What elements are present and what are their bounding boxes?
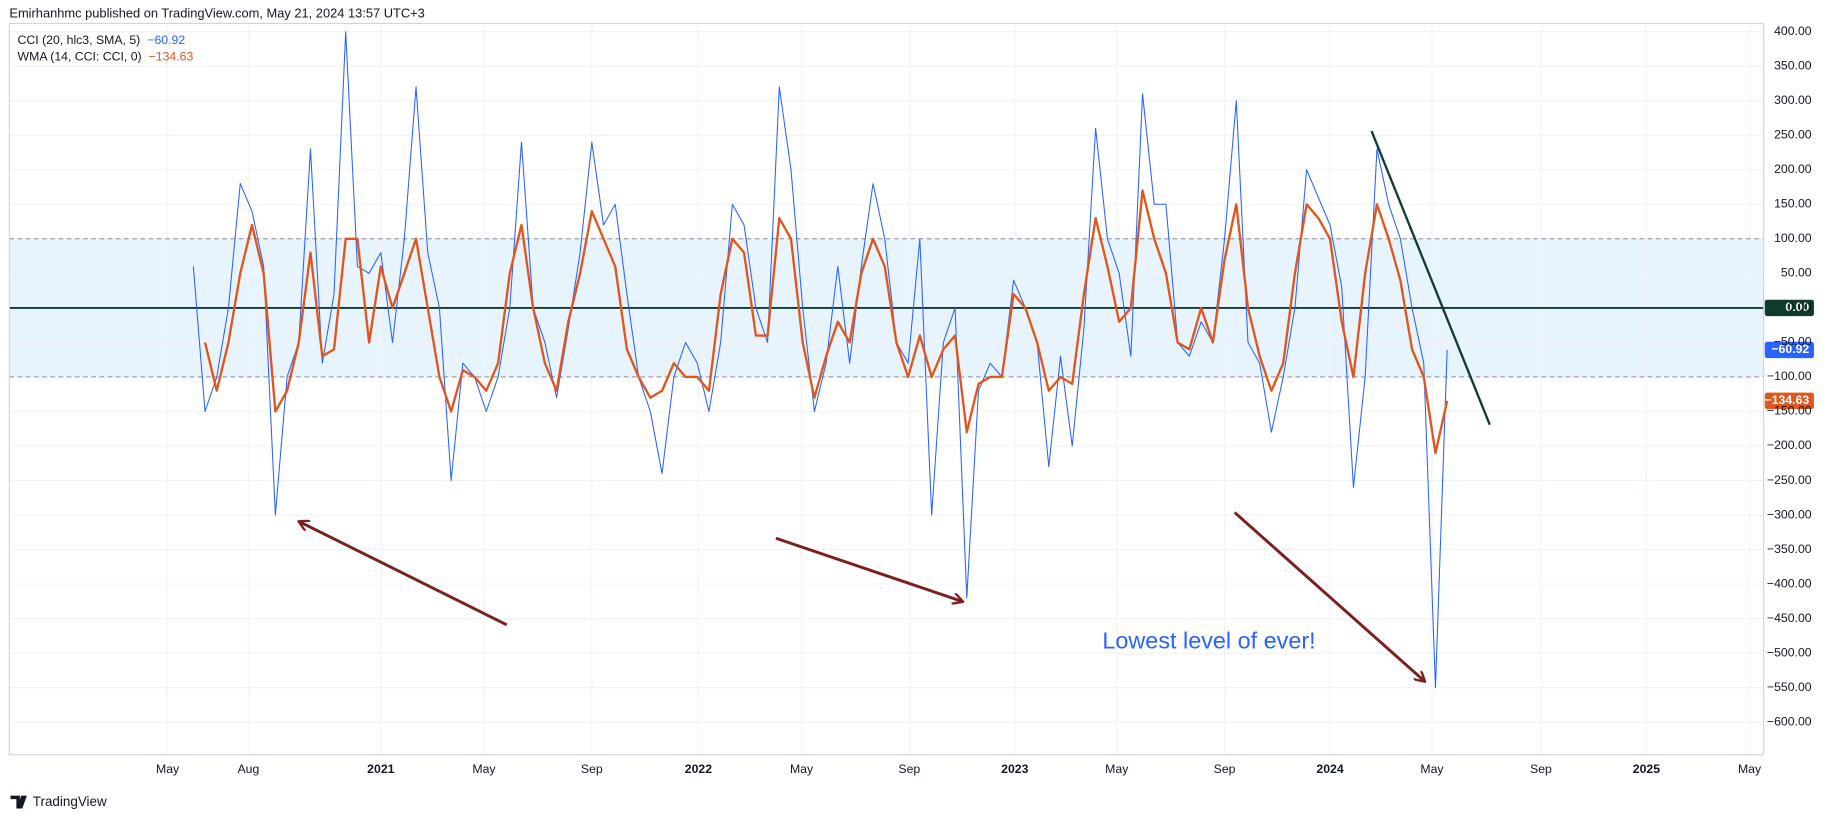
y-tick-label: 50.00 (1781, 266, 1812, 280)
y-tick-label: 100.00 (1774, 231, 1812, 245)
y-tick-label: −100.00 (1767, 369, 1812, 383)
x-tick-label: May (472, 762, 496, 776)
x-tick-label: 2021 (367, 762, 394, 776)
legend-value: −60.92 (147, 33, 185, 47)
x-tick-label: Aug (238, 762, 260, 776)
zero-tag: 0.00 (1785, 300, 1809, 314)
x-tick-label: Sep (1214, 762, 1236, 776)
last-value-tag: −134.63 (1765, 393, 1810, 407)
x-tick-label: May (790, 762, 814, 776)
y-tick-label: 0.00 (1788, 300, 1812, 314)
x-tick-label: 2024 (1316, 762, 1343, 776)
y-tick-label: 250.00 (1774, 128, 1812, 142)
legend-label: WMA (14, CCI: CCI, 0) (18, 50, 142, 64)
footer: TradingView (10, 794, 107, 809)
header: Emirhanhmc published on TradingView.com,… (9, 5, 424, 20)
legend: CCI (20, hlc3, SMA, 5) −60.92 WMA (14, CCI… (18, 33, 194, 63)
y-tick-label: −400.00 (1767, 576, 1812, 590)
series-line (192, 31, 1448, 689)
trend-line (1370, 130, 1491, 426)
y-tick-label: 400.00 (1774, 24, 1812, 38)
y-tick-label: −50.00 (1774, 335, 1812, 349)
y-tick-label: −250.00 (1767, 473, 1812, 487)
x-tick-label: Sep (1530, 762, 1552, 776)
x-tick-label: 2025 (1633, 762, 1660, 776)
logo (10, 795, 27, 809)
y-tick-label: −350.00 (1767, 542, 1812, 556)
x-tick-label: May (1105, 762, 1129, 776)
arrow (300, 522, 508, 627)
last-value-tag: −60.92 (1771, 342, 1809, 356)
x-tick-label: May (156, 762, 180, 776)
y-tick-label: −500.00 (1767, 645, 1812, 659)
y-tick-label: −450.00 (1767, 611, 1812, 625)
y-tick-label: −200.00 (1767, 438, 1812, 452)
plot (9, 31, 1764, 689)
arrow (1233, 511, 1425, 680)
y-tick-label: 200.00 (1774, 162, 1812, 176)
annotation: Lowest level of ever! (1102, 628, 1315, 654)
last-value-tag-bg (1764, 341, 1814, 359)
price-tags: 0.00 −60.92 −134.63 (1764, 299, 1814, 410)
x-tick-label: May (1420, 762, 1444, 776)
y-tick-label: −150.00 (1767, 404, 1812, 418)
x-tick-label: Sep (898, 762, 920, 776)
last-value-tag-bg (1764, 392, 1814, 410)
y-tick-label: 150.00 (1774, 197, 1812, 211)
y-tick-label: −550.00 (1767, 680, 1812, 694)
y-tick-label: −300.00 (1767, 507, 1812, 521)
legend-label: CCI (20, hlc3, SMA, 5) (18, 33, 141, 47)
x-tick-label: 2023 (1001, 762, 1028, 776)
x-tick-label: 2022 (685, 762, 712, 776)
series-line (203, 189, 1449, 455)
footer-text: TradingView (33, 794, 107, 809)
y-tick-label: 300.00 (1774, 93, 1812, 107)
y-tick-label: −600.00 (1767, 714, 1812, 728)
arrow (775, 536, 962, 601)
x-tick-label: Sep (581, 762, 603, 776)
zero-tag-bg (1764, 299, 1814, 317)
x-tick-label: May (1738, 762, 1762, 776)
legend-value: −134.63 (149, 50, 194, 64)
y-tick-label: 350.00 (1774, 58, 1812, 72)
